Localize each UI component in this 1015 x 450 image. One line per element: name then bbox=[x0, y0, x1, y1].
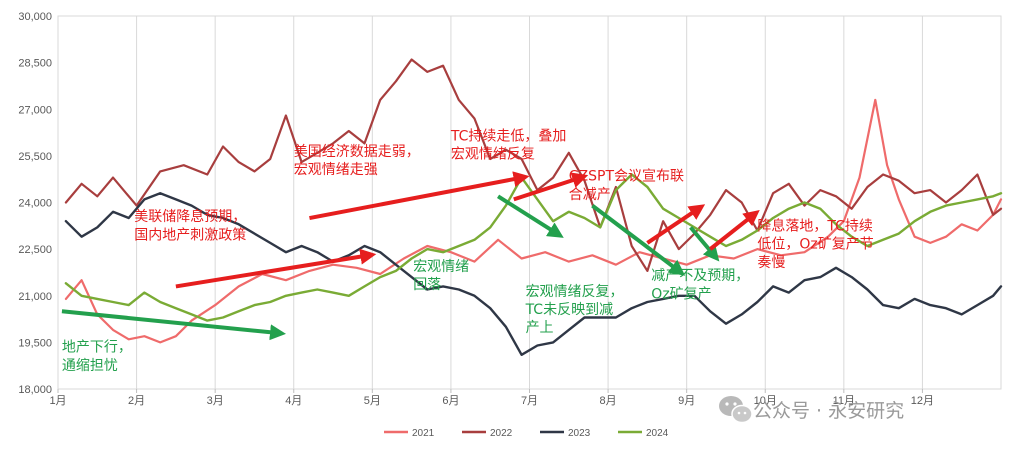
annotation-line: 减产不及预期， bbox=[651, 268, 749, 284]
x-tick-label: 7月 bbox=[521, 395, 538, 407]
annotation-text: 美国经济数据走弱， 宏观情绪走强 bbox=[294, 144, 420, 178]
annotation-arrow bbox=[61, 309, 286, 341]
annotation-line: CZSPT会议宣布联 bbox=[569, 169, 684, 185]
annotation-arrow bbox=[309, 171, 530, 221]
legend-label-2021: 2021 bbox=[412, 428, 435, 439]
y-tick-label: 25,500 bbox=[18, 151, 52, 163]
annotation-line: 宏观情绪走强 bbox=[294, 162, 378, 178]
annotation-line: 地产下行， bbox=[62, 340, 132, 356]
legend-label-2023: 2023 bbox=[568, 428, 591, 439]
annotation-text: 减产不及预期， Oz矿复产 bbox=[651, 268, 749, 302]
annotation-line: Oz矿复产 bbox=[651, 285, 711, 302]
legend-label-2022: 2022 bbox=[490, 428, 513, 439]
y-tick-label: 24,000 bbox=[18, 198, 52, 210]
x-tick-label: 8月 bbox=[600, 395, 617, 407]
annotation-text: 降息落地，TC持续低位，Oz矿复产节奏慢 bbox=[757, 217, 873, 270]
x-tick-label: 11月 bbox=[833, 395, 855, 407]
x-tick-label: 12月 bbox=[911, 395, 934, 407]
annotation-text: 地产下行， 通缩担忧 bbox=[62, 340, 132, 374]
annotation-line: 宏观情绪反复 bbox=[451, 146, 535, 163]
y-tick-label: 19,500 bbox=[18, 337, 52, 349]
annotation-line: TC未反映到减 bbox=[525, 302, 614, 318]
watermark-text: 公众号 · 永安研究 bbox=[753, 400, 904, 422]
y-tick-label: 22,500 bbox=[18, 244, 52, 256]
annotation-arrow bbox=[591, 204, 686, 276]
annotation-text: TC持续走低，叠加宏观情绪反复 bbox=[450, 127, 567, 162]
annotation-arrow bbox=[709, 209, 760, 251]
annotation-line: 宏观情绪反复， bbox=[526, 283, 624, 300]
x-tick-label: 10月 bbox=[754, 395, 777, 407]
annotation-line: 美联储降息预期， bbox=[134, 208, 246, 225]
annotation-line: 合减产 bbox=[569, 187, 611, 203]
annotation-arrow bbox=[689, 226, 720, 262]
legend: 2021 2022 2023 2024 bbox=[384, 428, 669, 439]
y-tick-label: 18,000 bbox=[18, 384, 52, 396]
annotation-layer: 地产下行， 通缩担忧 美联储降息预期，国内地产刺激政策 美国经济数据走弱， 宏观情绪走强… bbox=[62, 127, 874, 374]
annotation-line: 奏慢 bbox=[757, 254, 785, 271]
x-tick-label: 3月 bbox=[207, 395, 224, 407]
annotation-text: CZSPT会议宣布联合减产 bbox=[569, 169, 684, 203]
x-tick-label: 5月 bbox=[364, 395, 381, 407]
annotation-line: 国内地产刺激政策 bbox=[134, 226, 246, 243]
annotation-line: 降息落地，TC持续 bbox=[757, 217, 873, 234]
annotation-arrow bbox=[646, 204, 706, 245]
annotation-arrow bbox=[175, 248, 377, 289]
annotation-text: 美联储降息预期，国内地产刺激政策 bbox=[134, 208, 246, 243]
annotation-text: 宏观情绪反复， TC未反映到减产上 bbox=[525, 283, 624, 336]
axes: 18,000 19,500 21,000 22,500 24,000 25,500 27,0… bbox=[18, 11, 934, 407]
annotation-line: 美国经济数据走弱， bbox=[294, 144, 420, 160]
x-tick-label: 1月 bbox=[49, 395, 66, 407]
annotation-line: 产上 bbox=[526, 320, 554, 336]
legend-label-2024: 2024 bbox=[646, 428, 669, 439]
annotation-arrows bbox=[61, 171, 760, 341]
wechat-icon bbox=[719, 396, 753, 424]
series-line-2023 bbox=[64, 192, 1003, 356]
x-tick-label: 2月 bbox=[128, 395, 145, 407]
x-tick-label: 4月 bbox=[285, 395, 302, 407]
annotation-line: 低位，Oz矿复产节 bbox=[757, 236, 873, 253]
y-tick-label: 21,000 bbox=[18, 291, 52, 303]
annotation-arrow bbox=[513, 172, 589, 202]
x-tick-label: 6月 bbox=[442, 395, 459, 407]
annotation-line: 宏观情绪 bbox=[413, 259, 469, 275]
y-tick-label: 30,000 bbox=[18, 11, 52, 23]
y-tick-label: 28,500 bbox=[18, 58, 52, 70]
y-tick-label: 27,000 bbox=[18, 104, 52, 116]
x-tick-label: 9月 bbox=[678, 395, 695, 407]
annotation-text: 宏观情绪回落 bbox=[413, 259, 469, 293]
annotation-line: TC持续走低，叠加 bbox=[450, 127, 567, 144]
annotation-line: 回落 bbox=[413, 277, 441, 293]
watermark: 公众号 · 永安研究 bbox=[719, 396, 904, 424]
series-line-2024 bbox=[64, 173, 1003, 322]
annotation-arrow bbox=[496, 194, 564, 238]
series-line-2022 bbox=[64, 58, 1003, 272]
annotation-line: 通缩担忧 bbox=[62, 358, 118, 374]
